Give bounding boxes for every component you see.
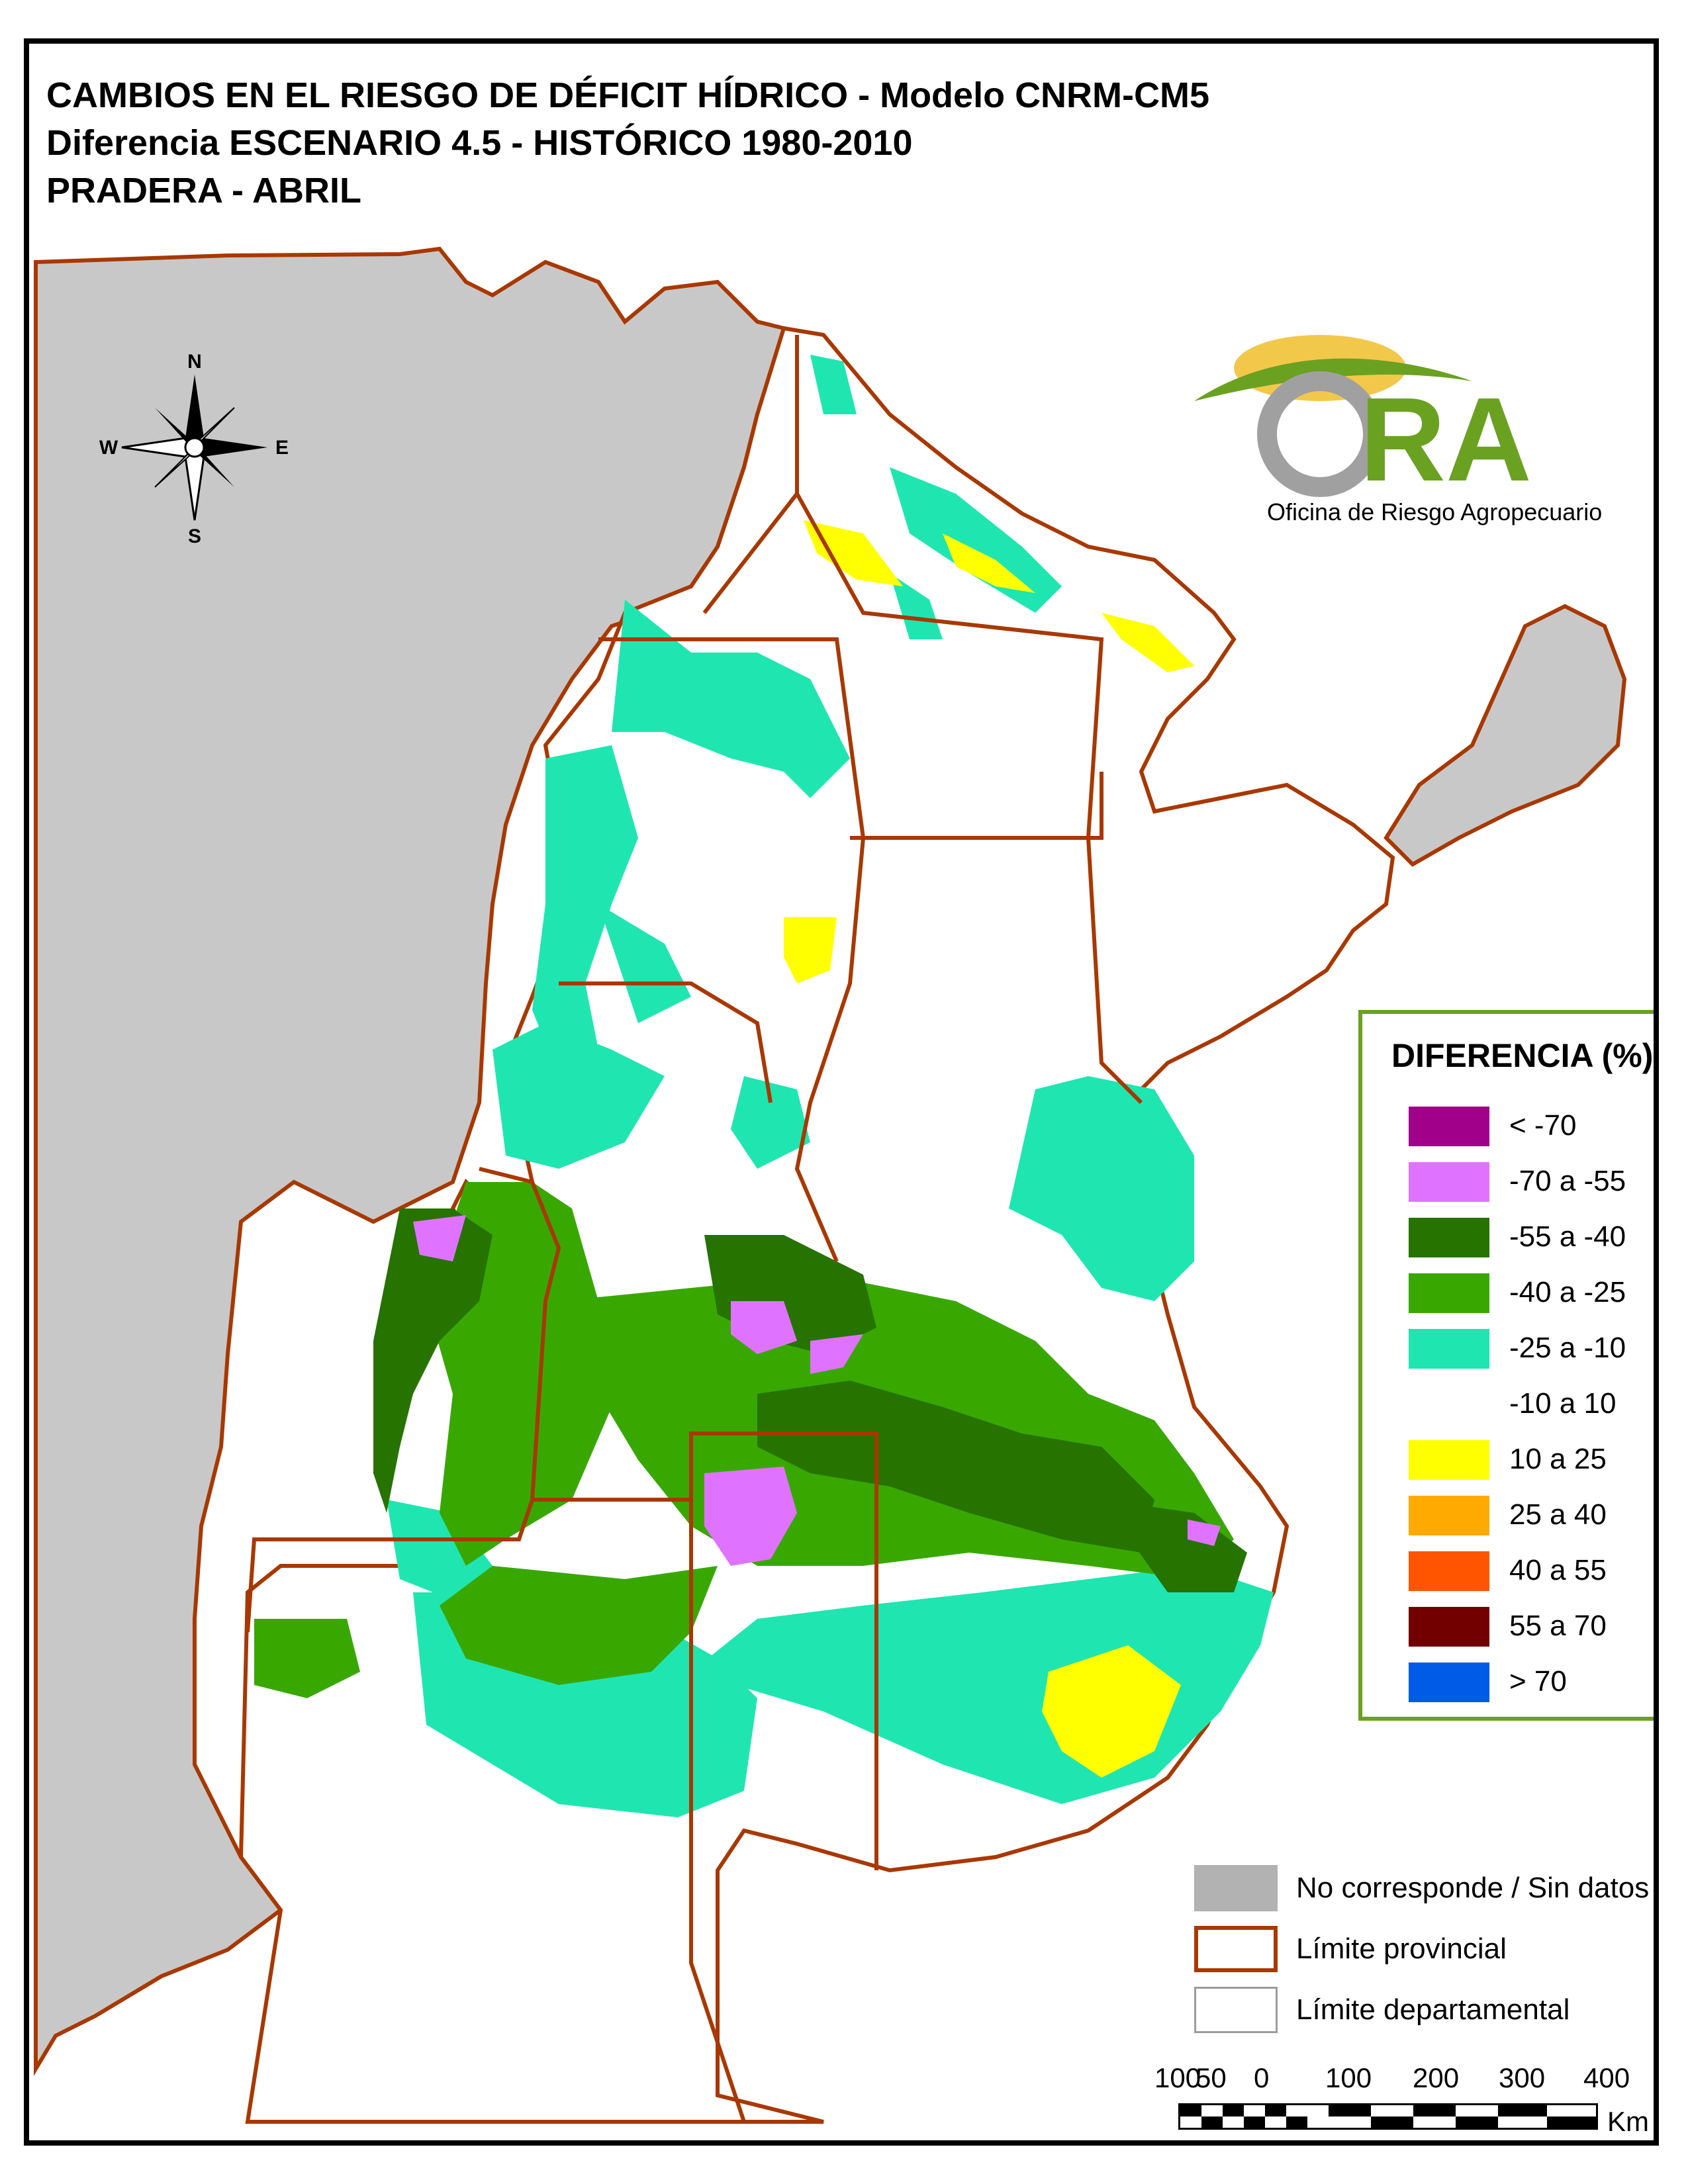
legend2-swatch [1194,1926,1278,1972]
scale-bar: 100 50 0 100 200 300 400 Km [1154,2062,1654,2140]
legend-item: -70 a -55 [1409,1162,1654,1202]
legend-label: < -70 [1509,1109,1577,1142]
logo-subtitle: Oficina de Riesgo Agropecuario [1267,498,1602,525]
legend2-item: Límite departamental [1194,1987,1654,2033]
scale-bar-graphic [1178,2103,1598,2130]
legend-label: -70 a -55 [1509,1165,1626,1197]
zones-minus70-minus55 [413,1215,1221,1566]
legend-item: -10 a 10 [1409,1385,1654,1424]
map-title: CAMBIOS EN EL RIESGO DE DÉFICIT HÍDRICO … [46,71,1209,214]
legend-swatch [1409,1496,1489,1535]
no-data-region-west [34,246,786,2076]
legend2-label: Límite departamental [1296,1993,1570,2026]
title-line-3: PRADERA - ABRIL [46,171,361,210]
legend2-label: Límite provincial [1296,1933,1507,1965]
compass-rose-icon: N S W E [99,351,289,547]
legend-box: DIFERENCIA (%) < -70 -70 a -55 -55 a -40 -4… [1358,1010,1654,1721]
legend-swatch [1409,1329,1489,1369]
legend-item: 10 a 25 [1409,1440,1654,1480]
provincial-boundaries [246,335,1143,2122]
legend-label: -25 a -10 [1509,1332,1626,1364]
legend2-item: No corresponde / Sin datos [1194,1865,1654,1911]
legend-label: -40 a -25 [1509,1276,1626,1308]
scale-label: 50 [1196,2062,1227,2093]
compass-w-label: W [99,437,118,459]
legend2-label: No corresponde / Sin datos [1296,1872,1650,1904]
legend-item: > 70 [1409,1662,1654,1702]
legend-label: > 70 [1509,1665,1567,1698]
map-canvas [34,246,1627,2124]
title-line-2: Diferencia ESCENARIO 4.5 - HISTÓRICO 198… [46,123,913,163]
svg-text:RA: RA [1360,373,1532,506]
title-line-1: CAMBIOS EN EL RIESGO DE DÉFICIT HÍDRICO … [46,75,1210,115]
legend-item: -40 a -25 [1409,1273,1654,1313]
legend2-swatch [1194,1865,1278,1911]
legend-swatch [1409,1273,1489,1313]
scale-label: 100 [1154,2062,1201,2093]
legend-swatch [1409,1440,1489,1480]
legend-label: 25 a 40 [1509,1498,1607,1531]
legend-item: < -70 [1409,1107,1654,1146]
scale-label: 0 [1254,2062,1270,2093]
legend-label: 55 a 70 [1509,1610,1607,1642]
legend-swatch [1409,1218,1489,1257]
legend2-item: Límite provincial [1194,1926,1654,1972]
legend-title: DIFERENCIA (%) [1391,1037,1654,1074]
scale-unit: Km [1607,2106,1649,2137]
legend-label: -55 a -40 [1509,1220,1626,1253]
legend-swatch [1409,1385,1489,1424]
legend-item: -55 a -40 [1409,1218,1654,1257]
legend-swatch [1409,1162,1489,1202]
scale-label: 200 [1413,2062,1460,2093]
legend-swatch [1409,1551,1489,1591]
legend2-swatch [1194,1987,1278,2033]
legend-item: 25 a 40 [1409,1496,1654,1535]
legend-swatch [1409,1662,1489,1702]
map-frame: CAMBIOS EN EL RIESGO DE DÉFICIT HÍDRICO … [24,38,1659,2146]
legend-item: 55 a 70 [1409,1607,1654,1647]
no-data-region-northeast [1383,604,1627,867]
legend-label: -10 a 10 [1509,1387,1617,1420]
compass-s-label: S [188,525,201,547]
scale-label: 300 [1499,2062,1546,2093]
scale-label: 400 [1583,2062,1630,2093]
legend-swatch [1409,1607,1489,1647]
scale-label: 100 [1325,2062,1372,2093]
legend-label: 10 a 25 [1509,1443,1607,1475]
legend-label: 40 a 55 [1509,1554,1607,1586]
legend-item: 40 a 55 [1409,1551,1654,1591]
compass-n-label: N [187,351,202,373]
ora-logo: RA Oficina de Riesgo Agropecuario [1194,335,1602,525]
legend-item: -25 a -10 [1409,1329,1654,1369]
compass-e-label: E [275,437,289,459]
legend-swatch [1409,1107,1489,1146]
zones-10-25 [784,520,1194,1778]
